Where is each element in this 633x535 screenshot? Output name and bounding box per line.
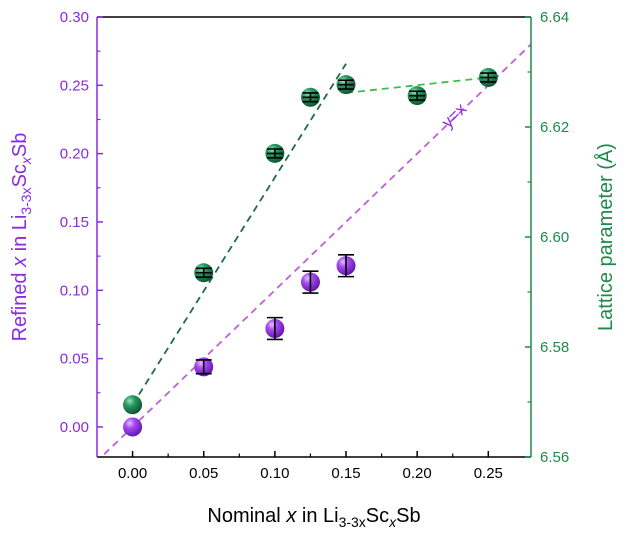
annotations: y=x [438,99,471,132]
marker [123,395,143,415]
label-variable: x [285,505,297,527]
refined-x-point-3 [265,316,285,341]
lattice-point-4 [300,87,320,107]
x-tick-label: 0.15 [331,465,360,482]
label-subscript: x [18,156,34,165]
lattice-point-2 [194,263,214,283]
x-tick-label: 0.20 [403,465,432,482]
label-text: in Li [9,215,31,257]
fit-lines [103,43,532,455]
fit-line-3 [103,43,532,455]
lattice-point-6 [407,86,427,106]
label-text: Nominal [207,505,286,527]
lattice-point-1 [123,395,143,415]
x-tick-label: 0.00 [118,465,147,482]
right-y-axis-title: Lattice parameter (Å) [594,143,617,331]
lattice-point-7 [478,68,498,87]
right-y-tick-label: 6.64 [540,9,569,26]
refined-x-point-5 [336,253,356,278]
x-tick-label: 0.05 [189,465,218,482]
label-text: Sc [366,505,389,527]
right-y-tick-label: 6.58 [540,339,569,356]
axes [96,16,532,458]
label-text: Sc [9,164,31,187]
label-subscript: x [388,514,397,530]
refined-x-point-4 [300,270,320,294]
x-tick-label: 0.10 [260,465,289,482]
left-y-tick-label: 0.05 [60,351,89,368]
x-tick-label: 0.25 [474,465,503,482]
fit-line-1 [131,63,347,406]
label-text: Refined [9,267,31,342]
left-y-tick-label: 0.30 [60,9,89,26]
label-variable: x [9,256,31,268]
left-y-tick-label: 0.10 [60,282,89,299]
left-y-tick-label: 0.00 [60,419,89,436]
left-y-axis-title: Refined x in Li3-3xScxSb [9,133,34,342]
label-text: Sb [9,133,31,157]
y-equals-x-label: y=x [438,99,471,132]
label-text: Sb [396,505,420,527]
marker [123,417,143,437]
lattice-point-3 [265,143,285,163]
left-y-tick-label: 0.15 [60,214,89,231]
right-y-tick-label: 6.60 [540,229,569,246]
label-subscript: 3-3x [339,514,366,530]
right-y-tick-label: 6.56 [540,449,569,466]
lattice-point-5 [336,75,356,95]
tick-labels: 0.00 0.05 0.10 0.15 0.20 0.25 0.00 0.05 0.10 0.15… [60,9,569,482]
right-y-tick-label: 6.62 [540,119,569,136]
x-axis-title: Nominal x in Li3-3xScxSb [207,505,420,530]
refined-x-point-1 [123,417,143,437]
label-text: in Li [296,505,338,527]
label-subscript: 3-3x [18,187,34,214]
left-y-tick-label: 0.20 [60,146,89,163]
series-group [123,68,498,437]
refined-x-point-2 [194,357,214,377]
left-y-tick-label: 0.25 [60,77,89,94]
